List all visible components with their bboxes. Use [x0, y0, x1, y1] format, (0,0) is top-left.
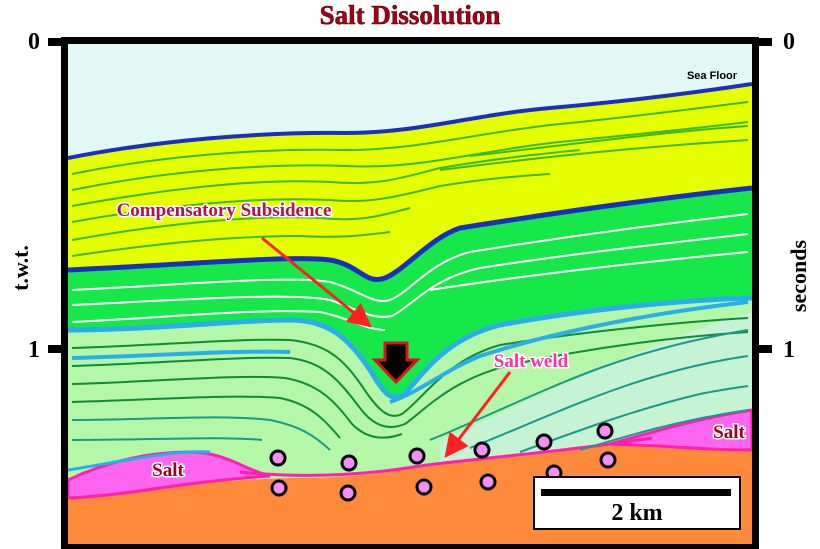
- dissolution-circle: [270, 479, 288, 497]
- dissolution-circle: [408, 447, 426, 465]
- dissolution-circle: [599, 451, 617, 469]
- dissolution-circle: [535, 433, 553, 451]
- basin-cyan-horizon: [389, 300, 749, 404]
- right-axis-tick-0: 0: [783, 29, 795, 55]
- subsidence-down-arrow: [371, 341, 421, 385]
- scale-bar-box: [533, 476, 741, 530]
- right-axis-label: seconds: [786, 240, 811, 313]
- section-frame: [61, 37, 759, 549]
- light-green-reflectors: [71, 317, 749, 453]
- right-tick-0: [754, 38, 772, 46]
- left-axis-tick-1: 1: [28, 337, 40, 363]
- right-axis-tick-1: 1: [783, 337, 795, 363]
- left-tick-0: [48, 38, 66, 46]
- diagram-title: Salt Dissolution: [320, 0, 501, 30]
- dissolution-circle: [339, 484, 357, 502]
- scale-bar-line: [541, 489, 731, 496]
- right-tick-1: [754, 345, 772, 353]
- mid-cyan-horizon: [71, 349, 291, 360]
- yellow-unit-reflectors: [71, 101, 749, 257]
- left-axis-label: t.w.t.: [8, 245, 33, 291]
- salt-weld-arrow: [444, 371, 512, 458]
- dissolution-circle: [340, 454, 358, 472]
- salt-left-label: Salt: [152, 460, 184, 481]
- lower-cyan-horizon: [68, 450, 211, 472]
- dissolution-circle: [479, 473, 497, 491]
- dissolution-circle: [473, 441, 491, 459]
- salt-weld-line: [239, 436, 653, 477]
- scale-bar-label: 2 km: [611, 500, 662, 526]
- left-axis-tick-0: 0: [28, 29, 40, 55]
- scale-bar: 2 km: [533, 476, 741, 530]
- compensatory-subsidence-arrow: [261, 236, 372, 328]
- light-green-top-horizon: [68, 295, 752, 400]
- dissolution-circle: [269, 449, 287, 467]
- compensatory-subsidence-label: Compensatory Subsidence: [117, 200, 332, 221]
- dissolution-markers: [269, 422, 617, 502]
- dissolution-circle: [415, 478, 433, 496]
- salt-right-label: Salt: [713, 422, 745, 443]
- sea-floor-horizon: [68, 82, 752, 160]
- dissolution-circle: [596, 422, 614, 440]
- cross-section: 2 km Sea Floor Compensatory Subsidence S…: [68, 44, 752, 544]
- salt-weld-label: Salt weld: [494, 351, 569, 372]
- left-tick-1: [48, 345, 66, 353]
- green-top-horizon: [68, 185, 752, 282]
- sea-floor-label: Sea Floor: [687, 70, 738, 82]
